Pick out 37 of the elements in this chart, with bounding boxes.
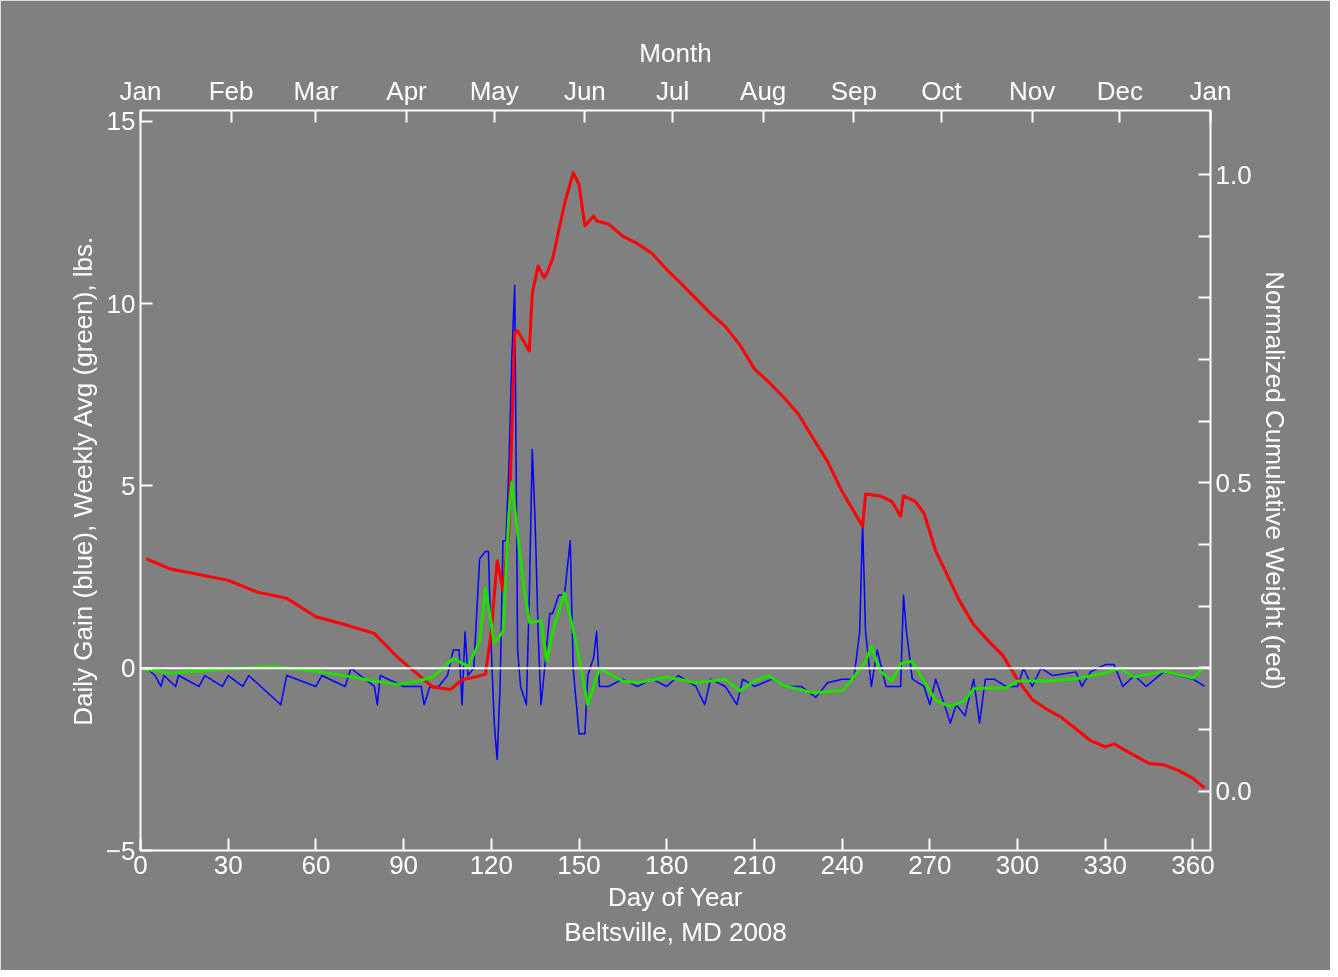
x-tick-label: 360 (1171, 849, 1215, 880)
x2-tick-label: Jan (119, 75, 162, 106)
y2-tick-label: 0.5 (1215, 467, 1252, 498)
x-tick-label: 30 (213, 849, 243, 880)
x2-tick-label: Apr (386, 75, 428, 106)
x2-tick-label: Oct (921, 75, 963, 106)
x-tick-label: 270 (908, 849, 952, 880)
x2-axis-title: Month (639, 37, 712, 68)
y2-tick-label: 1.0 (1215, 159, 1252, 190)
x2-tick-label: Jun (563, 75, 606, 106)
x2-tick-label: Aug (740, 75, 787, 106)
x2-tick-label: Jan (1189, 75, 1232, 106)
y-tick-label: 5 (121, 470, 136, 501)
y-tick-label: 15 (106, 106, 136, 137)
x2-tick-label: Nov (1009, 75, 1056, 106)
x-tick-label: 330 (1083, 849, 1127, 880)
x2-tick-label: Sep (830, 75, 877, 106)
x-tick-label: 150 (557, 849, 601, 880)
y-tick-label: 0 (121, 653, 136, 684)
y2-tick-label: 0.0 (1215, 776, 1252, 807)
x-axis-title: Day of Year (608, 881, 743, 912)
x-tick-label: 120 (469, 849, 514, 880)
x-tick-label: 300 (995, 849, 1040, 880)
x2-tick-label: May (469, 75, 519, 106)
y2-axis-title: Normalized Cumulative Weight (red) (1259, 271, 1290, 690)
x2-tick-label: Jul (655, 75, 690, 106)
y-tick-label: 10 (106, 288, 136, 319)
x-tick-label: 60 (301, 849, 331, 880)
x-tick-label: 180 (645, 849, 689, 880)
x-tick-label: 240 (820, 849, 864, 880)
x-tick-label: 210 (732, 849, 777, 880)
x2-tick-label: Mar (293, 75, 339, 106)
x2-tick-label: Feb (208, 75, 254, 106)
text: Beltsville, MD 2008 (564, 916, 787, 947)
x-tick-label: 90 (389, 849, 419, 880)
y-axis-title: Daily Gain (blue), Weekly Avg (green), lbs. (67, 236, 98, 726)
x2-tick-label: Dec (1096, 75, 1143, 106)
